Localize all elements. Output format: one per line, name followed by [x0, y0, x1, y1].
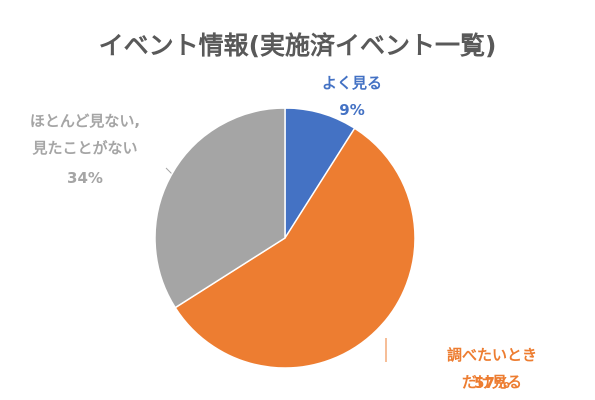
- pie-slice: [174, 127, 416, 369]
- category-label: 調べたいときだけ見る: [446, 346, 537, 391]
- value-label: 57%: [474, 374, 510, 392]
- pie-slice: [154, 107, 286, 309]
- value-label: 9%: [339, 101, 365, 119]
- category-label: ほとんど見ない, 見たことがない: [29, 112, 141, 157]
- value-label: 34%: [67, 169, 103, 187]
- chart-title: イベント情報(実施済イベント一覧): [98, 31, 497, 60]
- category-label: よく見る: [321, 74, 383, 92]
